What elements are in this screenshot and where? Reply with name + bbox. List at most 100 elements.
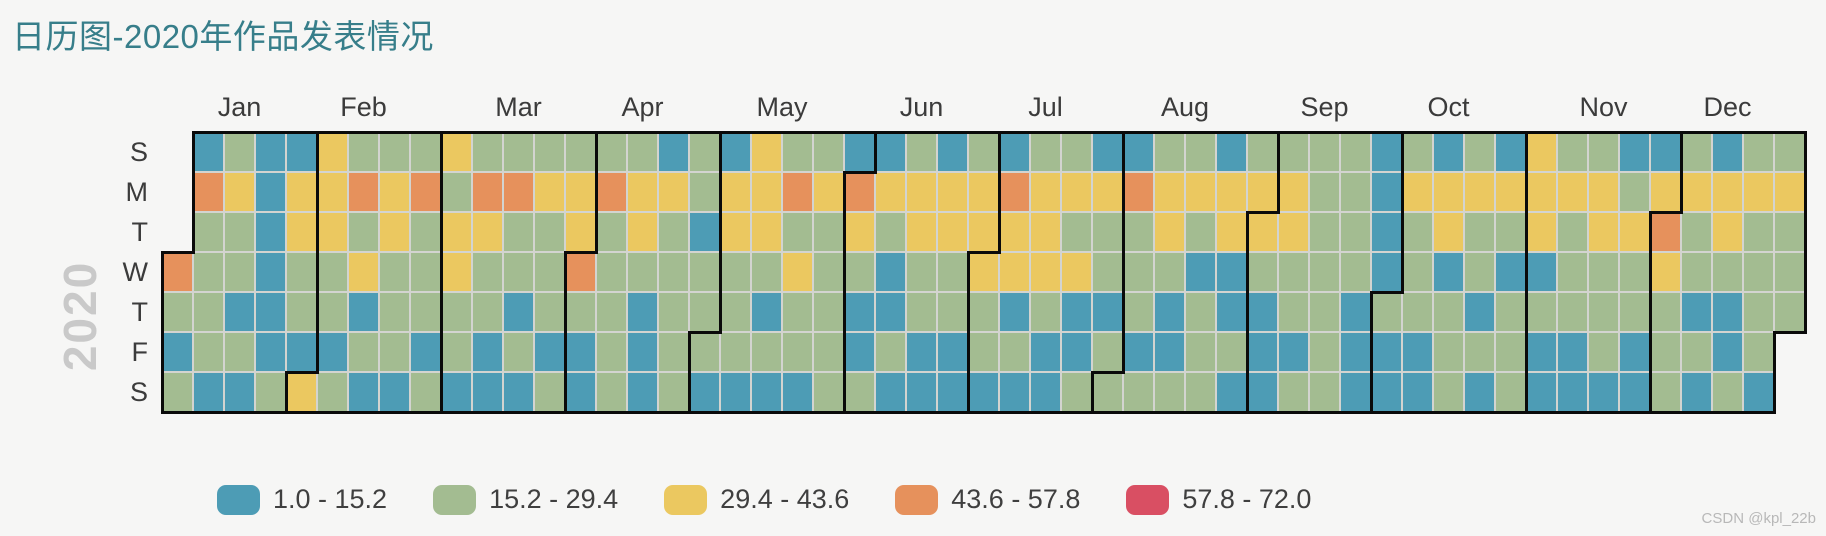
calendar-cell[interactable] — [596, 212, 627, 252]
calendar-cell[interactable] — [1526, 252, 1557, 292]
calendar-cell[interactable] — [1712, 332, 1743, 372]
calendar-cell[interactable] — [565, 332, 596, 372]
calendar-cell[interactable] — [1247, 292, 1278, 332]
calendar-cell[interactable] — [596, 372, 627, 412]
calendar-cell[interactable] — [348, 372, 379, 412]
calendar-cell[interactable] — [410, 332, 441, 372]
calendar-cell[interactable] — [1495, 132, 1526, 172]
calendar-cell[interactable] — [1278, 132, 1309, 172]
calendar-cell[interactable] — [1030, 372, 1061, 412]
calendar-cell[interactable] — [286, 212, 317, 252]
calendar-cell[interactable] — [1123, 372, 1154, 412]
calendar-cell[interactable] — [534, 252, 565, 292]
calendar-cell[interactable] — [534, 372, 565, 412]
calendar-cell[interactable] — [689, 172, 720, 212]
calendar-cell[interactable] — [410, 132, 441, 172]
calendar-cell[interactable] — [596, 172, 627, 212]
calendar-cell[interactable] — [1588, 292, 1619, 332]
calendar-cell[interactable] — [1681, 212, 1712, 252]
calendar-cell[interactable] — [1681, 252, 1712, 292]
calendar-cell[interactable] — [1402, 372, 1433, 412]
calendar-cell[interactable] — [782, 332, 813, 372]
calendar-cell[interactable] — [627, 372, 658, 412]
calendar-cell[interactable] — [844, 212, 875, 252]
calendar-cell[interactable] — [1557, 332, 1588, 372]
calendar-cell[interactable] — [968, 132, 999, 172]
calendar-cell[interactable] — [317, 292, 348, 332]
calendar-cell[interactable] — [441, 332, 472, 372]
calendar-cell[interactable] — [503, 332, 534, 372]
calendar-cell[interactable] — [1433, 372, 1464, 412]
calendar-cell[interactable] — [1278, 372, 1309, 412]
calendar-cell[interactable] — [255, 172, 286, 212]
calendar-cell[interactable] — [1743, 292, 1774, 332]
calendar-cell[interactable] — [1216, 172, 1247, 212]
calendar-cell[interactable] — [782, 172, 813, 212]
calendar-cell[interactable] — [1588, 172, 1619, 212]
calendar-cell[interactable] — [1743, 332, 1774, 372]
calendar-cell[interactable] — [1712, 372, 1743, 412]
calendar-cell[interactable] — [317, 252, 348, 292]
calendar-cell[interactable] — [317, 172, 348, 212]
calendar-cell[interactable] — [813, 252, 844, 292]
calendar-cell[interactable] — [1123, 252, 1154, 292]
calendar-cell[interactable] — [937, 292, 968, 332]
calendar-cell[interactable] — [565, 172, 596, 212]
calendar-cell[interactable] — [1526, 372, 1557, 412]
calendar-cell[interactable] — [751, 372, 782, 412]
calendar-cell[interactable] — [1619, 292, 1650, 332]
calendar-cell[interactable] — [410, 212, 441, 252]
calendar-cell[interactable] — [1402, 172, 1433, 212]
calendar-cell[interactable] — [1030, 212, 1061, 252]
calendar-cell[interactable] — [1495, 292, 1526, 332]
calendar-cell[interactable] — [1619, 332, 1650, 372]
calendar-cell[interactable] — [720, 292, 751, 332]
calendar-cell[interactable] — [255, 212, 286, 252]
calendar-cell[interactable] — [1557, 132, 1588, 172]
calendar-cell[interactable] — [224, 372, 255, 412]
calendar-cell[interactable] — [193, 292, 224, 332]
calendar-cell[interactable] — [627, 292, 658, 332]
calendar-cell[interactable] — [1309, 292, 1340, 332]
calendar-cell[interactable] — [658, 212, 689, 252]
calendar-cell[interactable] — [844, 332, 875, 372]
calendar-cell[interactable] — [379, 132, 410, 172]
calendar-cell[interactable] — [410, 252, 441, 292]
calendar-cell[interactable] — [689, 332, 720, 372]
calendar-cell[interactable] — [875, 212, 906, 252]
calendar-cell[interactable] — [1464, 332, 1495, 372]
calendar-cell[interactable] — [689, 212, 720, 252]
calendar-cell[interactable] — [1526, 212, 1557, 252]
calendar-cell[interactable] — [441, 252, 472, 292]
calendar-cell[interactable] — [1154, 252, 1185, 292]
calendar-cell[interactable] — [875, 132, 906, 172]
calendar-cell[interactable] — [1309, 372, 1340, 412]
calendar-cell[interactable] — [193, 372, 224, 412]
calendar-cell[interactable] — [1774, 292, 1805, 332]
calendar-cell[interactable] — [317, 132, 348, 172]
calendar-cell[interactable] — [875, 332, 906, 372]
calendar-cell[interactable] — [1309, 132, 1340, 172]
legend-item-O[interactable]: 43.6 - 57.8 — [895, 484, 1080, 515]
calendar-cell[interactable] — [1216, 332, 1247, 372]
calendar-cell[interactable] — [1743, 132, 1774, 172]
calendar-cell[interactable] — [751, 132, 782, 172]
calendar-cell[interactable] — [1526, 172, 1557, 212]
calendar-cell[interactable] — [1557, 172, 1588, 212]
calendar-cell[interactable] — [472, 292, 503, 332]
calendar-cell[interactable] — [472, 332, 503, 372]
calendar-cell[interactable] — [565, 252, 596, 292]
calendar-cell[interactable] — [999, 212, 1030, 252]
calendar-cell[interactable] — [162, 332, 193, 372]
calendar-cell[interactable] — [689, 292, 720, 332]
calendar-cell[interactable] — [1650, 292, 1681, 332]
calendar-cell[interactable] — [1557, 212, 1588, 252]
calendar-cell[interactable] — [255, 292, 286, 332]
calendar-cell[interactable] — [1340, 212, 1371, 252]
calendar-cell[interactable] — [348, 292, 379, 332]
calendar-cell[interactable] — [503, 252, 534, 292]
calendar-cell[interactable] — [1123, 132, 1154, 172]
calendar-cell[interactable] — [937, 132, 968, 172]
calendar-cell[interactable] — [813, 332, 844, 372]
calendar-cell[interactable] — [1402, 212, 1433, 252]
